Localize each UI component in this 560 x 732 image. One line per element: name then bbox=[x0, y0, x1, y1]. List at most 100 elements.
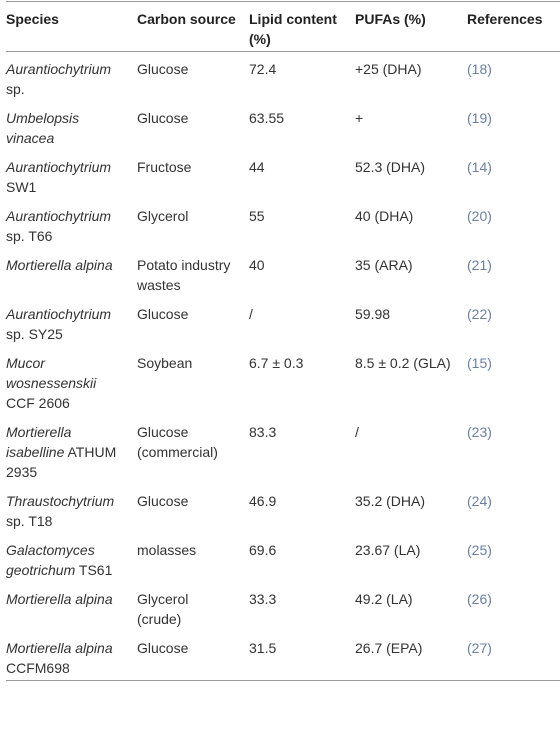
header-cell: Species bbox=[6, 11, 59, 27]
species-cell: Aurantiochytrium SW1 bbox=[6, 150, 137, 199]
lipid-content-cell: 40 bbox=[249, 257, 265, 273]
table-row: Aurantiochytrium sp. T66 Glycerol 55 40 (DH… bbox=[6, 199, 560, 248]
header-cell: Carbon source bbox=[137, 11, 236, 27]
pufas-cell: 52.3 (DHA) bbox=[355, 159, 426, 175]
reference-cell: (26) bbox=[467, 591, 492, 607]
species-name: Mucor wosnessenskii bbox=[6, 355, 97, 391]
reference-cell: (24) bbox=[467, 493, 492, 509]
lipid-content-cell: 63.55 bbox=[249, 110, 285, 126]
reference-cell: (21) bbox=[467, 257, 492, 273]
table-row: Aurantiochytrium SW1 Fructose 44 52.3 (DHA)… bbox=[6, 150, 560, 199]
carbon-source-cell: Glucose bbox=[137, 110, 189, 126]
carbon-source-cell: Glucose (commercial) bbox=[137, 424, 218, 460]
reference-cell: (25) bbox=[467, 542, 492, 558]
species-cell: Mortierella isabelline ATHUM 2935 bbox=[6, 415, 137, 484]
table-row: Aurantiochytrium sp. SY25 Glucose/59.98 (2… bbox=[6, 297, 560, 346]
lipid-content-cell: / bbox=[249, 306, 253, 322]
carbon-source-cell: Glucose bbox=[137, 493, 189, 509]
reference-cell: (27) bbox=[467, 640, 492, 656]
species-cell: Mortierella alpina bbox=[6, 248, 137, 297]
reference-cell: (19) bbox=[467, 110, 492, 126]
reference-cell: (23) bbox=[467, 424, 492, 440]
table-body: Aurantiochytrium sp. Glucose 72.4 +25 (DHA)… bbox=[6, 52, 560, 681]
species-cell: Aurantiochytrium sp. T66 bbox=[6, 199, 137, 248]
table-row: Galactomyces geotrichum TS61 molasses 69.6… bbox=[6, 533, 560, 582]
species-strain: sp. bbox=[6, 81, 25, 97]
species-name: Aurantiochytrium bbox=[6, 159, 112, 175]
pufas-cell: +25 (DHA) bbox=[355, 61, 422, 77]
species-name: Mortierella isabelline bbox=[6, 424, 72, 460]
species-strain: SW1 bbox=[6, 179, 37, 195]
reference-cell: (14) bbox=[467, 159, 492, 175]
table-row: Mucor wosnessenskii CCF 2606 Soybean 6.7 ±… bbox=[6, 346, 560, 415]
species-cell: Mucor wosnessenskii CCF 2606 bbox=[6, 346, 137, 415]
lipid-content-cell: 55 bbox=[249, 208, 265, 224]
species-name: Mortierella alpina bbox=[6, 257, 113, 273]
carbon-source-cell: Glycerol (crude) bbox=[137, 591, 189, 627]
pufas-cell: 59.98 bbox=[355, 306, 391, 322]
table-header: Species Carbon source Lipid content (%) PUF… bbox=[6, 1, 560, 52]
table-row: Thraustochytrium sp. T18 Glucose 46.9 35.2 … bbox=[6, 484, 560, 533]
species-strain: ATHUM 2935 bbox=[6, 444, 117, 480]
header-cell: PUFAs (%) bbox=[355, 11, 426, 27]
pufas-cell: + bbox=[355, 110, 364, 126]
species-strain: sp. T18 bbox=[6, 513, 53, 529]
carbon-source-cell: Fructose bbox=[137, 159, 192, 175]
pufas-cell: 40 (DHA) bbox=[355, 208, 414, 224]
pufas-cell: 49.2 (LA) bbox=[355, 591, 413, 607]
table-row: Mortierella alpina Potato industry wastes… bbox=[6, 248, 560, 297]
table-row: Mortierella isabelline ATHUM 2935 Glucose… bbox=[6, 415, 560, 484]
species-name: Aurantiochytrium bbox=[6, 208, 112, 224]
header-row: Species Carbon source Lipid content (%) PUF… bbox=[6, 1, 560, 52]
header-cell: Lipid content (%) bbox=[249, 11, 337, 47]
carbon-source-cell: Glycerol bbox=[137, 208, 189, 224]
species-name: Galactomyces geotrichum bbox=[6, 542, 95, 578]
carbon-source-cell: Glucose bbox=[137, 306, 189, 322]
species-cell: Aurantiochytrium sp. SY25 bbox=[6, 297, 137, 346]
species-name: Mortierella alpina bbox=[6, 640, 113, 656]
species-cell: Thraustochytrium sp. T18 bbox=[6, 484, 137, 533]
reference-cell: (18) bbox=[467, 61, 492, 77]
carbon-source-cell: molasses bbox=[137, 542, 197, 558]
species-name: Umbelopsis vinacea bbox=[6, 110, 80, 146]
species-cell: Mortierella alpina bbox=[6, 582, 137, 631]
lipid-content-cell: 31.5 bbox=[249, 640, 277, 656]
table-row: Mortierella alpina Glycerol (crude) 33.3 49… bbox=[6, 582, 560, 631]
species-strain: sp. SY25 bbox=[6, 326, 63, 342]
pufas-cell: 23.67 (LA) bbox=[355, 542, 421, 558]
species-strain: TS61 bbox=[78, 562, 113, 578]
lipid-content-cell: 72.4 bbox=[249, 61, 277, 77]
table-row: Aurantiochytrium sp. Glucose 72.4 +25 (DHA)… bbox=[6, 52, 560, 102]
species-strain: CCF 2606 bbox=[6, 395, 70, 411]
species-strain: sp. T66 bbox=[6, 228, 53, 244]
lipid-content-cell: 44 bbox=[249, 159, 265, 175]
reference-cell: (20) bbox=[467, 208, 492, 224]
carbon-source-cell: Glucose bbox=[137, 61, 189, 77]
species-name: Aurantiochytrium bbox=[6, 61, 112, 77]
species-cell: Mortierella alpina CCFM698 bbox=[6, 631, 137, 681]
reference-cell: (15) bbox=[467, 355, 492, 371]
lipid-content-cell: 69.6 bbox=[249, 542, 277, 558]
pufas-cell: 35.2 (DHA) bbox=[355, 493, 426, 509]
header-cell: References bbox=[467, 11, 543, 27]
species-name: Thraustochytrium bbox=[6, 493, 115, 509]
carbon-source-cell: Glucose bbox=[137, 640, 189, 656]
table-row: Mortierella alpina CCFM698 Glucose 31.5 26.… bbox=[6, 631, 560, 681]
reference-cell: (22) bbox=[467, 306, 492, 322]
pufas-cell: / bbox=[355, 424, 359, 440]
species-name: Aurantiochytrium bbox=[6, 306, 112, 322]
data-table: Species Carbon source Lipid content (%) PUF… bbox=[6, 1, 560, 681]
species-name: Mortierella alpina bbox=[6, 591, 113, 607]
table-row: Umbelopsis vinacea Glucose 63.55 + (19) bbox=[6, 101, 560, 150]
pufas-cell: 8.5 ± 0.2 (GLA) bbox=[355, 355, 451, 371]
lipid-content-cell: 46.9 bbox=[249, 493, 277, 509]
species-cell: Umbelopsis vinacea bbox=[6, 101, 137, 150]
species-cell: Galactomyces geotrichum TS61 bbox=[6, 533, 137, 582]
pufas-cell: 35 (ARA) bbox=[355, 257, 413, 273]
carbon-source-cell: Soybean bbox=[137, 355, 193, 371]
carbon-source-cell: Potato industry wastes bbox=[137, 257, 231, 293]
lipid-content-cell: 33.3 bbox=[249, 591, 277, 607]
species-strain: CCFM698 bbox=[6, 660, 70, 676]
species-cell: Aurantiochytrium sp. bbox=[6, 52, 137, 102]
